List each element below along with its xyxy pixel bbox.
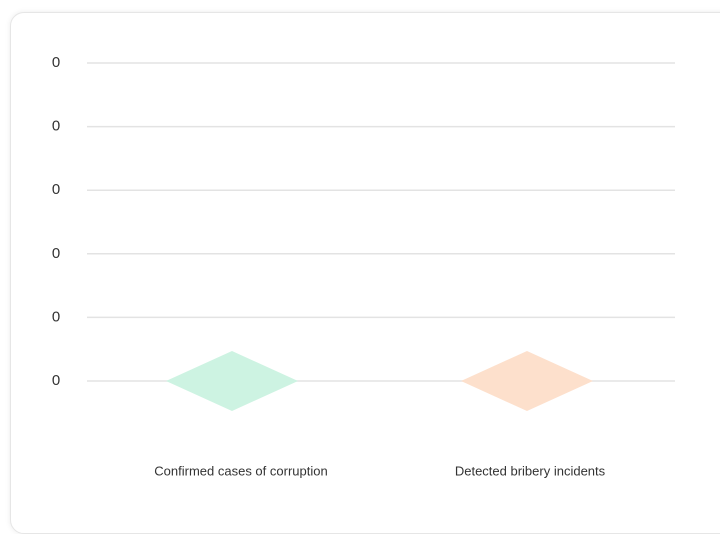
chart-card: [10, 12, 720, 534]
diamond-marker: [461, 351, 593, 411]
y-tick-label: 0: [52, 54, 60, 71]
x-tick-label: Confirmed cases of corruption: [154, 463, 327, 478]
diamond-marker: [166, 351, 298, 411]
y-tick-label: 0: [52, 372, 60, 389]
y-tick-label: 0: [52, 245, 60, 262]
y-tick-label: 0: [52, 181, 60, 198]
y-tick-label: 0: [52, 308, 60, 325]
y-tick-label: 0: [52, 118, 60, 135]
x-tick-label: Detected bribery incidents: [455, 463, 606, 478]
chart: 0 0 0 0 0 0 Confirmed cases of corruption Detec…: [52, 54, 675, 478]
page: 0 0 0 0 0 0 Confirmed cases of corruption Detec…: [10, 12, 720, 534]
